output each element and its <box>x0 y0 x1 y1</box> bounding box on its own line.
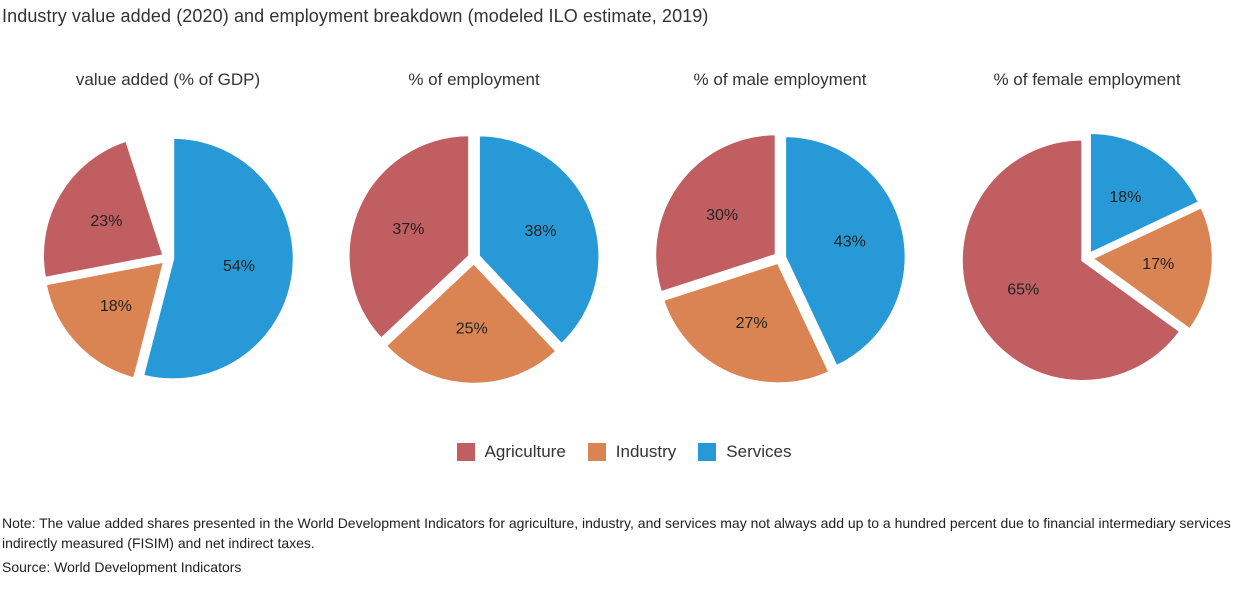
pie-1-label-industry: 25% <box>456 321 488 338</box>
pie-3-label-agriculture: 65% <box>1007 282 1039 299</box>
pie-title-male-employment: % of male employment <box>693 70 867 89</box>
pie-3: 18% 17% 65% <box>960 131 1215 383</box>
pie-2-label-agriculture: 30% <box>706 207 738 224</box>
legend-item-services: Services <box>698 442 791 462</box>
legend-label-services: Services <box>726 442 792 461</box>
pie-2-slice-services <box>783 134 908 369</box>
pie-1-label-agriculture: 37% <box>392 221 424 238</box>
pie-2-slice-agriculture <box>653 132 778 295</box>
legend-swatch-services <box>698 443 717 461</box>
pie-title-employment: % of employment <box>408 70 540 89</box>
legend-label-agriculture: Agriculture <box>484 442 566 461</box>
legend-swatch-agriculture <box>456 443 475 461</box>
pie-3-label-industry: 17% <box>1142 256 1174 273</box>
pie-2-label-services: 43% <box>834 234 866 251</box>
legend-swatch-industry <box>587 443 606 461</box>
pie-0-label-industry: 18% <box>100 298 132 315</box>
pie-2: 43% 27% 30% <box>653 132 908 385</box>
legend-label-industry: Industry <box>615 442 677 461</box>
pie-0-label-services: 54% <box>223 258 255 275</box>
pie-charts: 54% 18% 23% 38% 25% 37% 43% 27% 30% 18% 17% 65% <box>41 131 1215 386</box>
legend-item-industry: Industry <box>587 442 677 462</box>
pie-1-slice-agriculture <box>347 133 471 341</box>
pie-2-slice-industry <box>661 261 832 385</box>
pie-3-slice-agriculture <box>960 138 1183 383</box>
pie-0: 54% 18% 23% <box>41 136 296 381</box>
pie-3-label-services: 18% <box>1109 189 1141 206</box>
footnote: Note: The value added shares presented i… <box>2 515 1231 551</box>
pie-0-label-agriculture: 23% <box>90 213 122 230</box>
chart-title: Industry value added (2020) and employme… <box>2 6 709 26</box>
pie-1-slice-services <box>477 133 601 347</box>
legend: Agriculture Industry Services <box>0 442 1248 462</box>
pie-1: 38% 25% 37% <box>347 133 601 386</box>
pie-title-female-employment: % of female employment <box>993 70 1181 89</box>
pie-1-slice-industry <box>383 261 559 386</box>
pie-0-slice-agriculture <box>41 138 166 280</box>
source-note: Source: World Development Indicators <box>2 559 242 575</box>
pie-3-slice-industry <box>1089 205 1215 332</box>
pie-title-value-added: value added (% of GDP) <box>75 70 261 89</box>
pie-1-label-services: 38% <box>525 223 557 240</box>
pie-0-slice-industry <box>44 259 167 381</box>
legend-item-agriculture: Agriculture <box>456 442 566 462</box>
pie-2-label-industry: 27% <box>736 315 768 332</box>
pie-3-slice-services <box>1088 131 1201 256</box>
pie-0-slice-services <box>141 136 296 381</box>
